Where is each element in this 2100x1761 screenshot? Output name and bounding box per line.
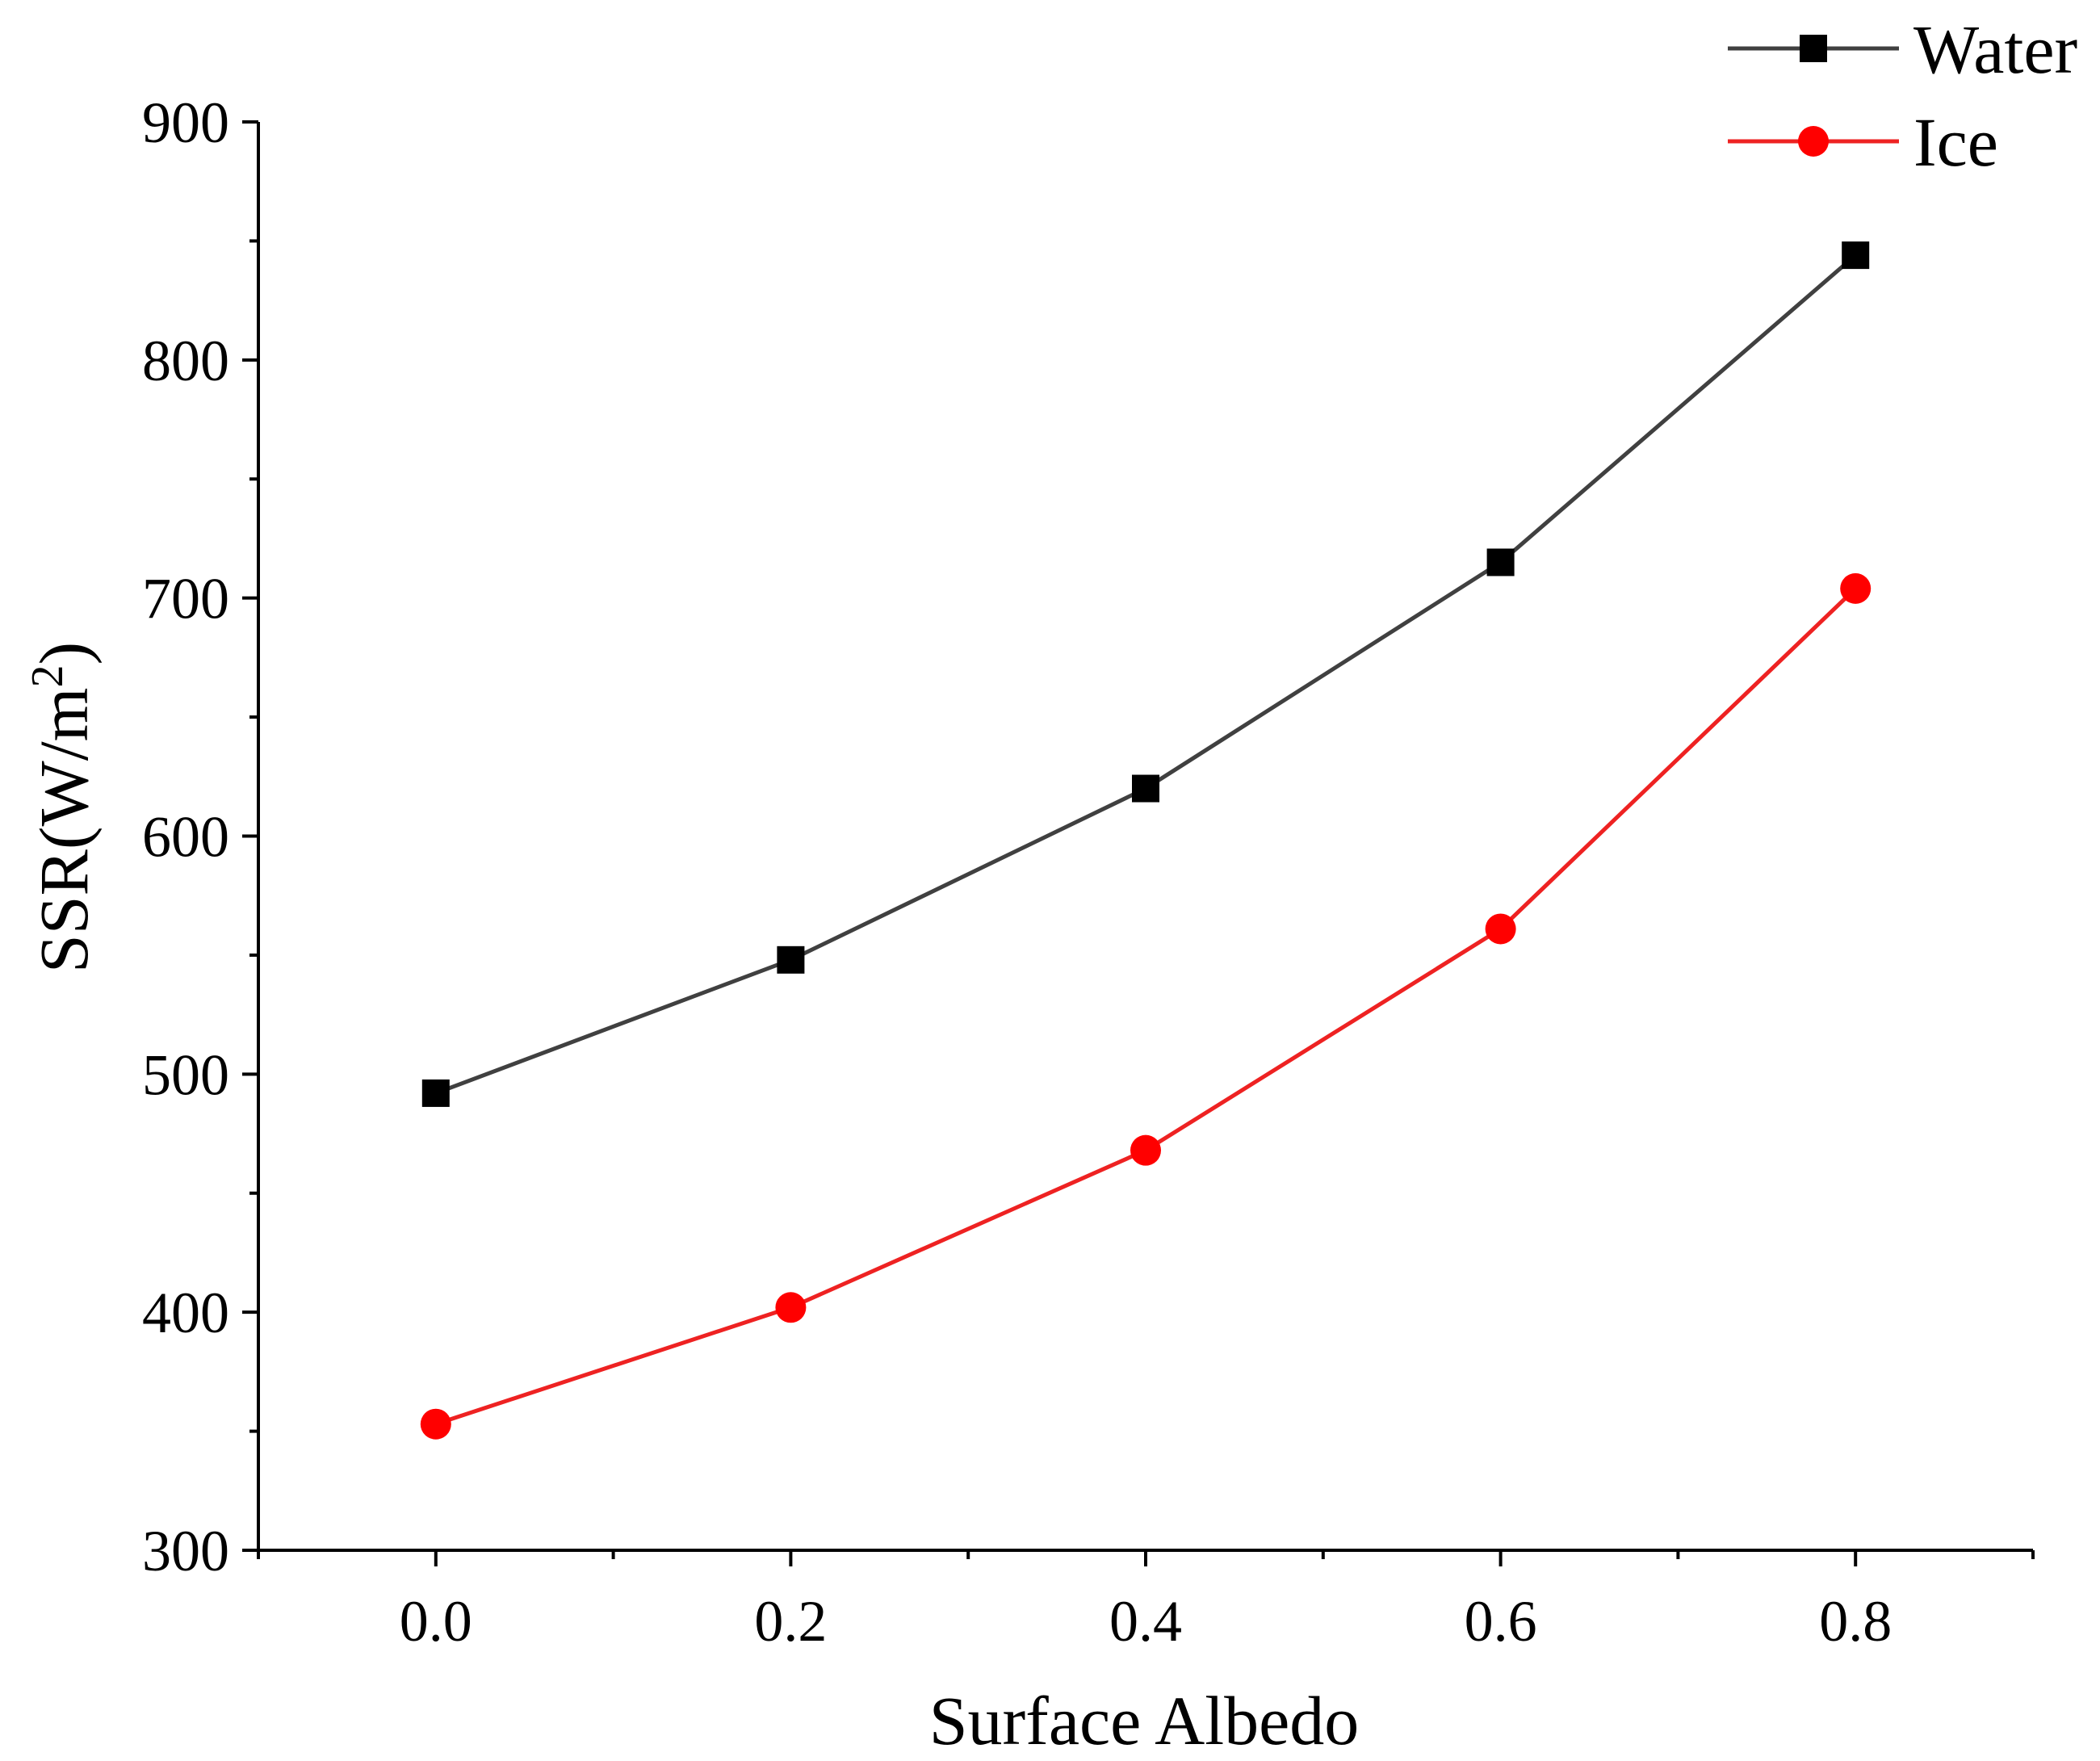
y-tick-label: 300 bbox=[142, 1519, 229, 1583]
y-axis-title: SSR(W/m2) bbox=[23, 642, 103, 973]
data-point-square bbox=[1842, 241, 1870, 270]
series-line bbox=[435, 587, 1857, 1427]
x-tick-label: 0.2 bbox=[754, 1589, 827, 1654]
y-tick-label: 800 bbox=[142, 329, 229, 393]
data-point-circle bbox=[1840, 572, 1872, 604]
legend-item-water: Water bbox=[1728, 10, 2077, 88]
legend: Water Ice bbox=[1728, 10, 2077, 181]
y-axis-title-superscript: 2 bbox=[23, 665, 73, 688]
series-layer bbox=[420, 241, 1872, 1440]
series-water bbox=[421, 241, 1870, 1107]
legend-item-ice: Ice bbox=[1728, 103, 1998, 181]
data-point-circle bbox=[1130, 1134, 1161, 1166]
data-point-circle bbox=[1485, 913, 1516, 945]
series-ice bbox=[420, 572, 1872, 1440]
y-tick-label: 900 bbox=[142, 90, 229, 155]
data-point-circle bbox=[775, 1292, 807, 1323]
x-tick-label: 0.8 bbox=[1819, 1589, 1892, 1654]
data-point-square bbox=[1132, 774, 1159, 803]
ticks bbox=[242, 120, 2035, 1566]
x-axis-title: Surface Albedo bbox=[929, 1682, 1360, 1759]
tick-labels: 300 400 500 600 700 800 900 0.0 0.2 0.4 0.6 0.8 bbox=[142, 90, 1892, 1654]
x-tick-label: 0.6 bbox=[1465, 1589, 1537, 1654]
data-point-square bbox=[777, 945, 805, 974]
legend-marker-circle bbox=[1798, 126, 1829, 157]
x-tick-label: 0.0 bbox=[400, 1589, 472, 1654]
data-point-square bbox=[1486, 548, 1515, 577]
y-tick-label: 700 bbox=[142, 567, 229, 631]
legend-label: Water bbox=[1913, 10, 2077, 88]
y-tick-label: 500 bbox=[142, 1042, 229, 1107]
legend-marker-square bbox=[1800, 35, 1827, 62]
x-tick-label: 0.4 bbox=[1109, 1589, 1182, 1654]
data-point-square bbox=[421, 1079, 450, 1107]
legend-label: Ice bbox=[1913, 103, 1998, 181]
y-tick-label: 400 bbox=[142, 1281, 229, 1345]
y-axis-title-close: ) bbox=[25, 642, 103, 665]
data-point-circle bbox=[420, 1408, 451, 1440]
y-axis-title-main: SSR(W/m bbox=[25, 688, 103, 974]
axes bbox=[257, 122, 2033, 1552]
series-line bbox=[434, 254, 1857, 1096]
y-tick-label: 600 bbox=[142, 805, 229, 870]
